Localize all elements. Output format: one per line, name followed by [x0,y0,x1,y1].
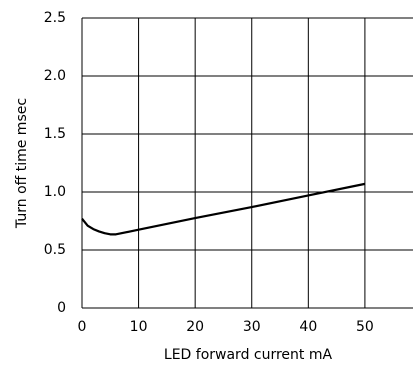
x-tick-label: 0 [78,319,87,335]
y-tick-label: 2.5 [44,10,66,26]
x-tick-label: 20 [186,319,204,335]
y-tick-label: 0 [57,300,66,316]
x-axis-label: LED forward current mA [164,347,333,363]
data-line [81,182,366,236]
x-tick-label: 30 [243,319,261,335]
y-tick-label: 0.5 [44,242,66,258]
y-tick-label: 1.0 [44,184,66,200]
y-axis-label: Turn off time msec [14,98,30,229]
y-tick-label: 2.0 [44,68,66,84]
x-tick-label: 50 [356,319,374,335]
y-tick-label: 1.5 [44,126,66,142]
x-tick-label: 10 [130,319,148,335]
x-tick-label: 40 [299,319,317,335]
